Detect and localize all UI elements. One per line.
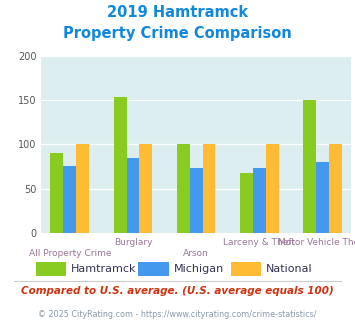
Bar [240, 173, 253, 233]
Text: Property Crime Comparison: Property Crime Comparison [63, 26, 292, 41]
Bar [114, 97, 126, 233]
Text: Hamtramck: Hamtramck [71, 264, 137, 274]
Bar [316, 162, 329, 233]
Text: Compared to U.S. average. (U.S. average equals 100): Compared to U.S. average. (U.S. average … [21, 286, 334, 296]
Bar [303, 100, 316, 233]
Bar [140, 145, 152, 233]
Text: Motor Vehicle Theft: Motor Vehicle Theft [278, 238, 355, 247]
Text: Larceny & Theft: Larceny & Theft [223, 238, 295, 247]
Bar [253, 168, 266, 233]
Bar [203, 145, 215, 233]
Bar [190, 168, 203, 233]
Text: 2019 Hamtramck: 2019 Hamtramck [107, 5, 248, 20]
Bar [266, 145, 279, 233]
Text: National: National [266, 264, 313, 274]
Text: All Property Crime: All Property Crime [28, 249, 111, 258]
Bar [76, 145, 89, 233]
Text: Burglary: Burglary [114, 238, 152, 247]
Bar [329, 145, 342, 233]
Bar [126, 158, 140, 233]
Text: Michigan: Michigan [174, 264, 224, 274]
Text: Arson: Arson [183, 249, 209, 258]
Bar [177, 145, 190, 233]
Text: © 2025 CityRating.com - https://www.cityrating.com/crime-statistics/: © 2025 CityRating.com - https://www.city… [38, 310, 317, 319]
Bar [64, 166, 76, 233]
Bar [50, 153, 64, 233]
